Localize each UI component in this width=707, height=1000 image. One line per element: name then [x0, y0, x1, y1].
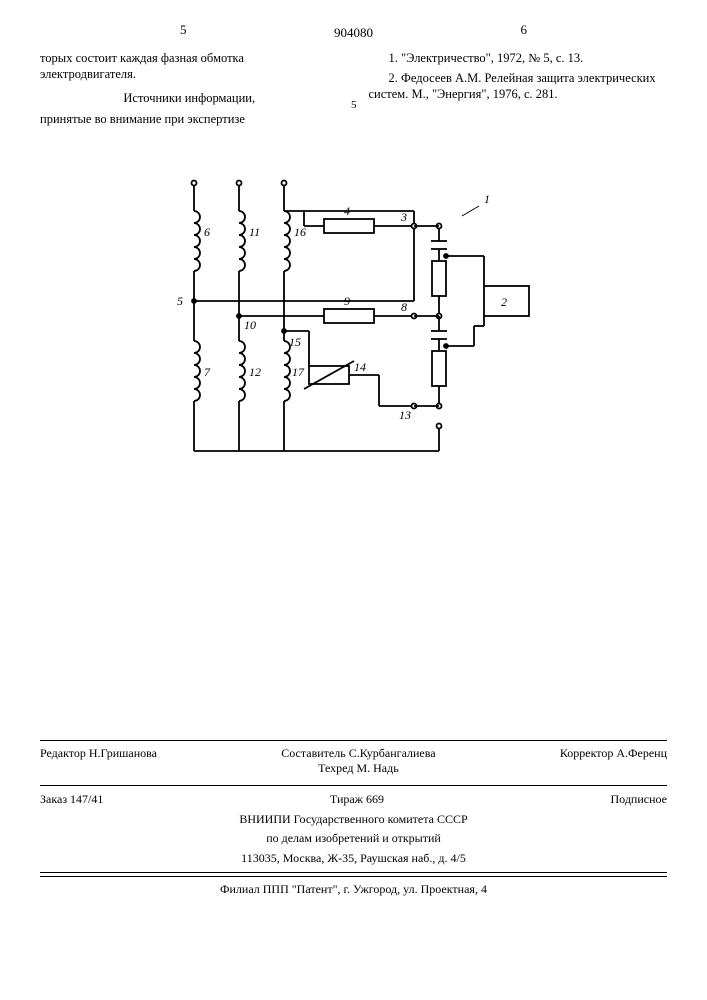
left-p2: Источники информации,	[40, 90, 339, 106]
label-14: 14	[354, 360, 366, 374]
circuit-diagram: 1 2 3 4 5 6 7 8 9 10 11 12 13 14 15 16 1…	[40, 171, 667, 531]
label-13: 13	[399, 408, 411, 422]
label-17: 17	[292, 365, 305, 379]
podpisnoe: Подписное	[611, 792, 668, 808]
label-2: 2	[501, 295, 507, 309]
label-10: 10	[244, 318, 256, 332]
label-15: 15	[289, 335, 301, 349]
compiler: Составитель С.Курбангалиева	[281, 746, 435, 760]
right-column: 1. "Электричество", 1972, № 5, с. 13. 2.…	[369, 50, 668, 131]
right-p2: 2. Федосеев А.М. Релейная защита электри…	[369, 70, 668, 103]
label-6: 6	[204, 225, 210, 239]
org2: по делам изобретений и открытий	[40, 829, 667, 849]
left-column: торых состоит каждая фазная обмотка элек…	[40, 50, 339, 131]
label-12: 12	[249, 365, 261, 379]
label-8: 8	[401, 300, 407, 314]
footer-credits: Редактор Н.Гришанова Составитель С.Курба…	[40, 744, 667, 779]
label-5: 5	[177, 294, 183, 308]
order: Заказ 147/41	[40, 792, 103, 808]
corrector: Корректор А.Ференц	[560, 746, 667, 777]
label-9: 9	[344, 294, 350, 308]
patent-number: 904080	[40, 25, 667, 42]
footer-block: Заказ 147/41 Тираж 669 Подписное ВНИИПИ …	[40, 785, 667, 873]
editor: Редактор Н.Гришанова	[40, 746, 157, 777]
col-num-right: 6	[521, 22, 528, 39]
label-11: 11	[249, 225, 260, 239]
label-1: 1	[484, 192, 490, 206]
address1: 113035, Москва, Ж-35, Раушская наб., д. …	[40, 849, 667, 869]
label-4: 4	[344, 204, 350, 218]
left-p3: принятые во внимание при экспертизе	[40, 111, 339, 127]
label-7: 7	[204, 365, 211, 379]
right-p1: 1. "Электричество", 1972, № 5, с. 13.	[369, 50, 668, 66]
footer: Редактор Н.Гришанова Составитель С.Курба…	[40, 737, 667, 900]
left-p1: торых состоит каждая фазная обмотка элек…	[40, 50, 339, 83]
page: 5 904080 6 торых состоит каждая фазная о…	[0, 0, 707, 1000]
tech-editor: Техред М. Надь	[318, 761, 399, 775]
org1: ВНИИПИ Государственного комитета СССР	[40, 810, 667, 830]
label-3: 3	[400, 210, 407, 224]
org3: Филиал ППП "Патент", г. Ужгород, ул. Про…	[40, 880, 667, 900]
label-16: 16	[294, 225, 306, 239]
line-number-5: 5	[351, 98, 357, 112]
diagram-svg: 1 2 3 4 5 6 7 8 9 10 11 12 13 14 15 16 1…	[144, 171, 564, 531]
col-num-left: 5	[180, 22, 187, 39]
tirazh: Тираж 669	[330, 792, 384, 808]
text-columns: торых состоит каждая фазная обмотка элек…	[40, 50, 667, 131]
